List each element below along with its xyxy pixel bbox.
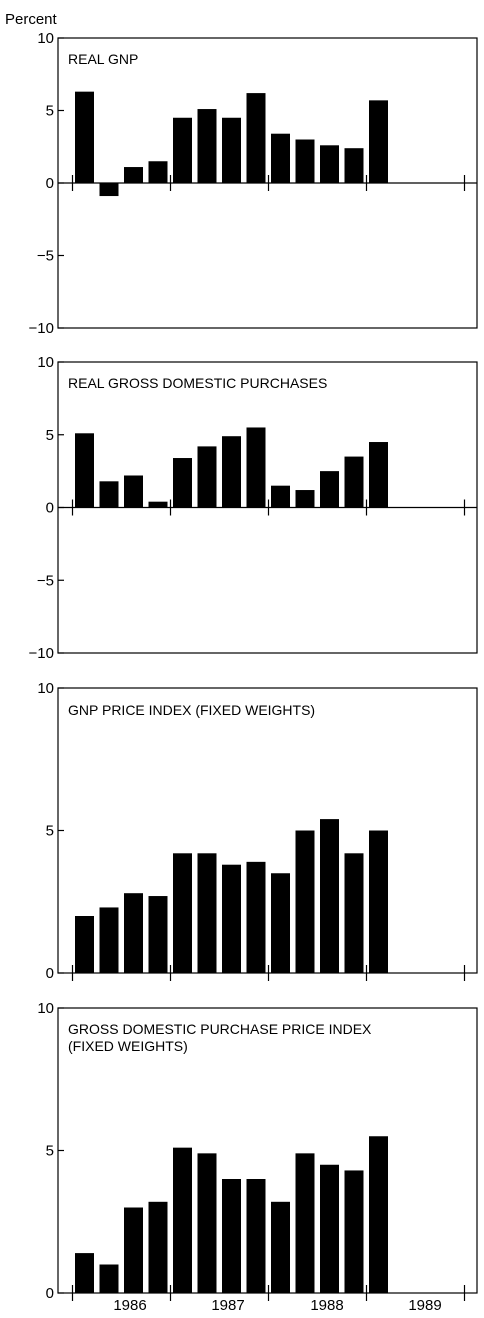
- panel-real-gnp: REAL GNP 10 5 0 −5 −10: [29, 30, 478, 337]
- bar-1988-q2: [295, 139, 315, 183]
- x-axis-year-labels: 1986 1987 1988 1989: [113, 1297, 441, 1314]
- bar-1986-q4: [148, 896, 168, 973]
- y-tick-label: 10: [37, 354, 54, 371]
- bar-1988-q4: [344, 1170, 364, 1293]
- bar-1986-q2: [99, 1264, 119, 1293]
- y-tick-label: 0: [46, 1285, 54, 1302]
- x-tick-label: 1987: [211, 1297, 244, 1314]
- bar-1987-q3: [222, 436, 241, 508]
- bar-1987-q3: [222, 1179, 241, 1293]
- bar-1987-q2: [197, 446, 217, 508]
- bar-1987-q1: [173, 853, 192, 973]
- x-tick-label: 1989: [408, 1297, 441, 1314]
- bar-1987-q2: [197, 1153, 217, 1293]
- panel-title: GROSS DOMESTIC PURCHASE PRICE INDEX: [68, 1021, 372, 1037]
- y-tick-label: −5: [37, 248, 54, 265]
- panel-gnp-price-index: GNP PRICE INDEX (FIXED WEIGHTS) 10 5 0: [37, 680, 478, 982]
- bar-1987-q3: [222, 117, 241, 183]
- bar-1986-q1: [75, 433, 94, 508]
- bar-1988-q4: [344, 853, 364, 973]
- bar-1986-q3: [124, 893, 143, 973]
- bar-1989-q1: [369, 830, 388, 973]
- bar-1988-q3: [320, 819, 339, 973]
- y-tick-label: 5: [46, 823, 54, 840]
- bar-1988-q1: [271, 1201, 290, 1293]
- y-tick-label: −10: [29, 645, 54, 662]
- plot-frame: [57, 687, 478, 974]
- bar-1987-q4: [246, 93, 266, 183]
- bar-1988-q1: [271, 873, 290, 973]
- y-tick-label: 0: [46, 965, 54, 982]
- bar-1986-q2: [99, 183, 119, 197]
- y-tick-label: 0: [46, 500, 54, 517]
- bar-1988-q1: [271, 485, 290, 508]
- x-tick-label: 1988: [310, 1297, 343, 1314]
- bar-1989-q1: [369, 442, 388, 508]
- bar-1986-q3: [124, 1207, 143, 1293]
- y-axis-title: Percent: [5, 11, 58, 28]
- bar-1987-q1: [173, 1147, 192, 1293]
- y-tick-label: 10: [37, 30, 54, 47]
- y-tick-label: 5: [46, 103, 54, 120]
- bar-1988-q2: [295, 830, 315, 973]
- panel-real-gross-domestic-purchases: REAL GROSS DOMESTIC PURCHASES 10 5 0 −5 −10: [29, 354, 478, 662]
- y-tick-label: 5: [46, 427, 54, 444]
- bar-1987-q1: [173, 117, 192, 183]
- bar-1986-q4: [148, 161, 168, 183]
- bar-1986-q2: [99, 481, 119, 508]
- bar-1988-q3: [320, 145, 339, 183]
- y-tick-label: 0: [46, 175, 54, 192]
- y-tick-label: 10: [37, 680, 54, 697]
- y-tick-label: −10: [29, 320, 54, 337]
- bar-1987-q4: [246, 861, 266, 973]
- bar-1986-q3: [124, 167, 143, 183]
- x-tick-label: 1986: [113, 1297, 146, 1314]
- bar-1989-q1: [369, 100, 388, 183]
- bar-1988-q1: [271, 133, 290, 183]
- panel-title: REAL GNP: [68, 51, 138, 67]
- bar-1986-q1: [75, 916, 94, 973]
- y-tick-label: −5: [37, 572, 54, 589]
- bar-1986-q2: [99, 907, 119, 973]
- bar-1987-q1: [173, 458, 192, 508]
- bar-1986-q1: [75, 91, 94, 183]
- panel-gross-domestic-purchase-price-index: GROSS DOMESTIC PURCHASE PRICE INDEX (FIX…: [37, 1000, 478, 1302]
- bar-1986-q4: [148, 501, 168, 508]
- bar-1989-q1: [369, 1136, 388, 1293]
- bar-1987-q4: [246, 1179, 266, 1293]
- bar-1988-q3: [320, 471, 339, 508]
- bar-1987-q2: [197, 853, 217, 973]
- bar-1987-q3: [222, 864, 241, 973]
- bar-1988-q4: [344, 456, 364, 508]
- bar-1986-q3: [124, 475, 143, 508]
- bar-1988-q2: [295, 490, 315, 508]
- bar-1987-q4: [246, 427, 266, 508]
- bar-1988-q3: [320, 1164, 339, 1293]
- panel-title-line2: (FIXED WEIGHTS): [68, 1038, 188, 1054]
- bar-1986-q1: [75, 1253, 94, 1293]
- bar-1987-q2: [197, 109, 217, 183]
- bar-1988-q4: [344, 148, 364, 183]
- bar-1986-q4: [148, 1201, 168, 1293]
- bar-1988-q2: [295, 1153, 315, 1293]
- panel-title: GNP PRICE INDEX (FIXED WEIGHTS): [68, 702, 315, 718]
- y-tick-label: 10: [37, 1000, 54, 1017]
- y-tick-label: 5: [46, 1143, 54, 1160]
- panel-title: REAL GROSS DOMESTIC PURCHASES: [68, 375, 327, 391]
